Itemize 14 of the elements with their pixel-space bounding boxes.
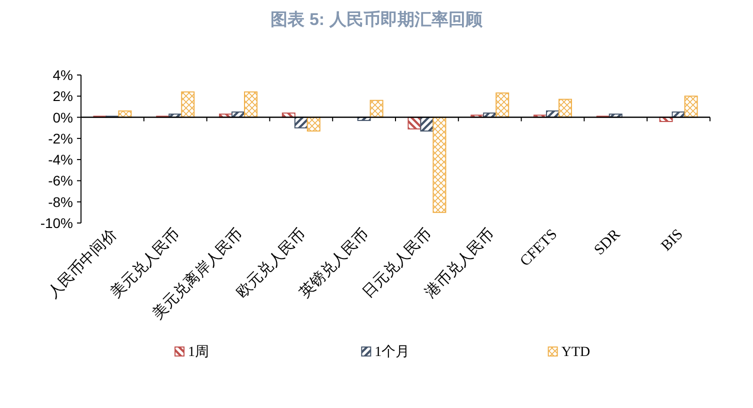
legend-label: 1个月 [374,344,410,360]
y-tick-label: -10% [40,215,73,231]
chart-title: 图表 5: 人民币即期汇率回顾 [270,10,484,29]
y-tick-label: -8% [48,194,73,210]
legend-label: 1周 [188,345,209,360]
x-tick-label: SDR [592,226,624,258]
y-tick-label: 4% [52,67,73,83]
y-tick-label: -6% [48,172,73,189]
legend-label: YTD [561,345,590,360]
x-tick-label: BIS [658,226,686,254]
y-tick-label: -2% [48,130,73,146]
y-tick-label: 2% [52,88,73,104]
y-tick-label: 0% [52,109,73,126]
y-tick-label: -4% [48,152,73,168]
